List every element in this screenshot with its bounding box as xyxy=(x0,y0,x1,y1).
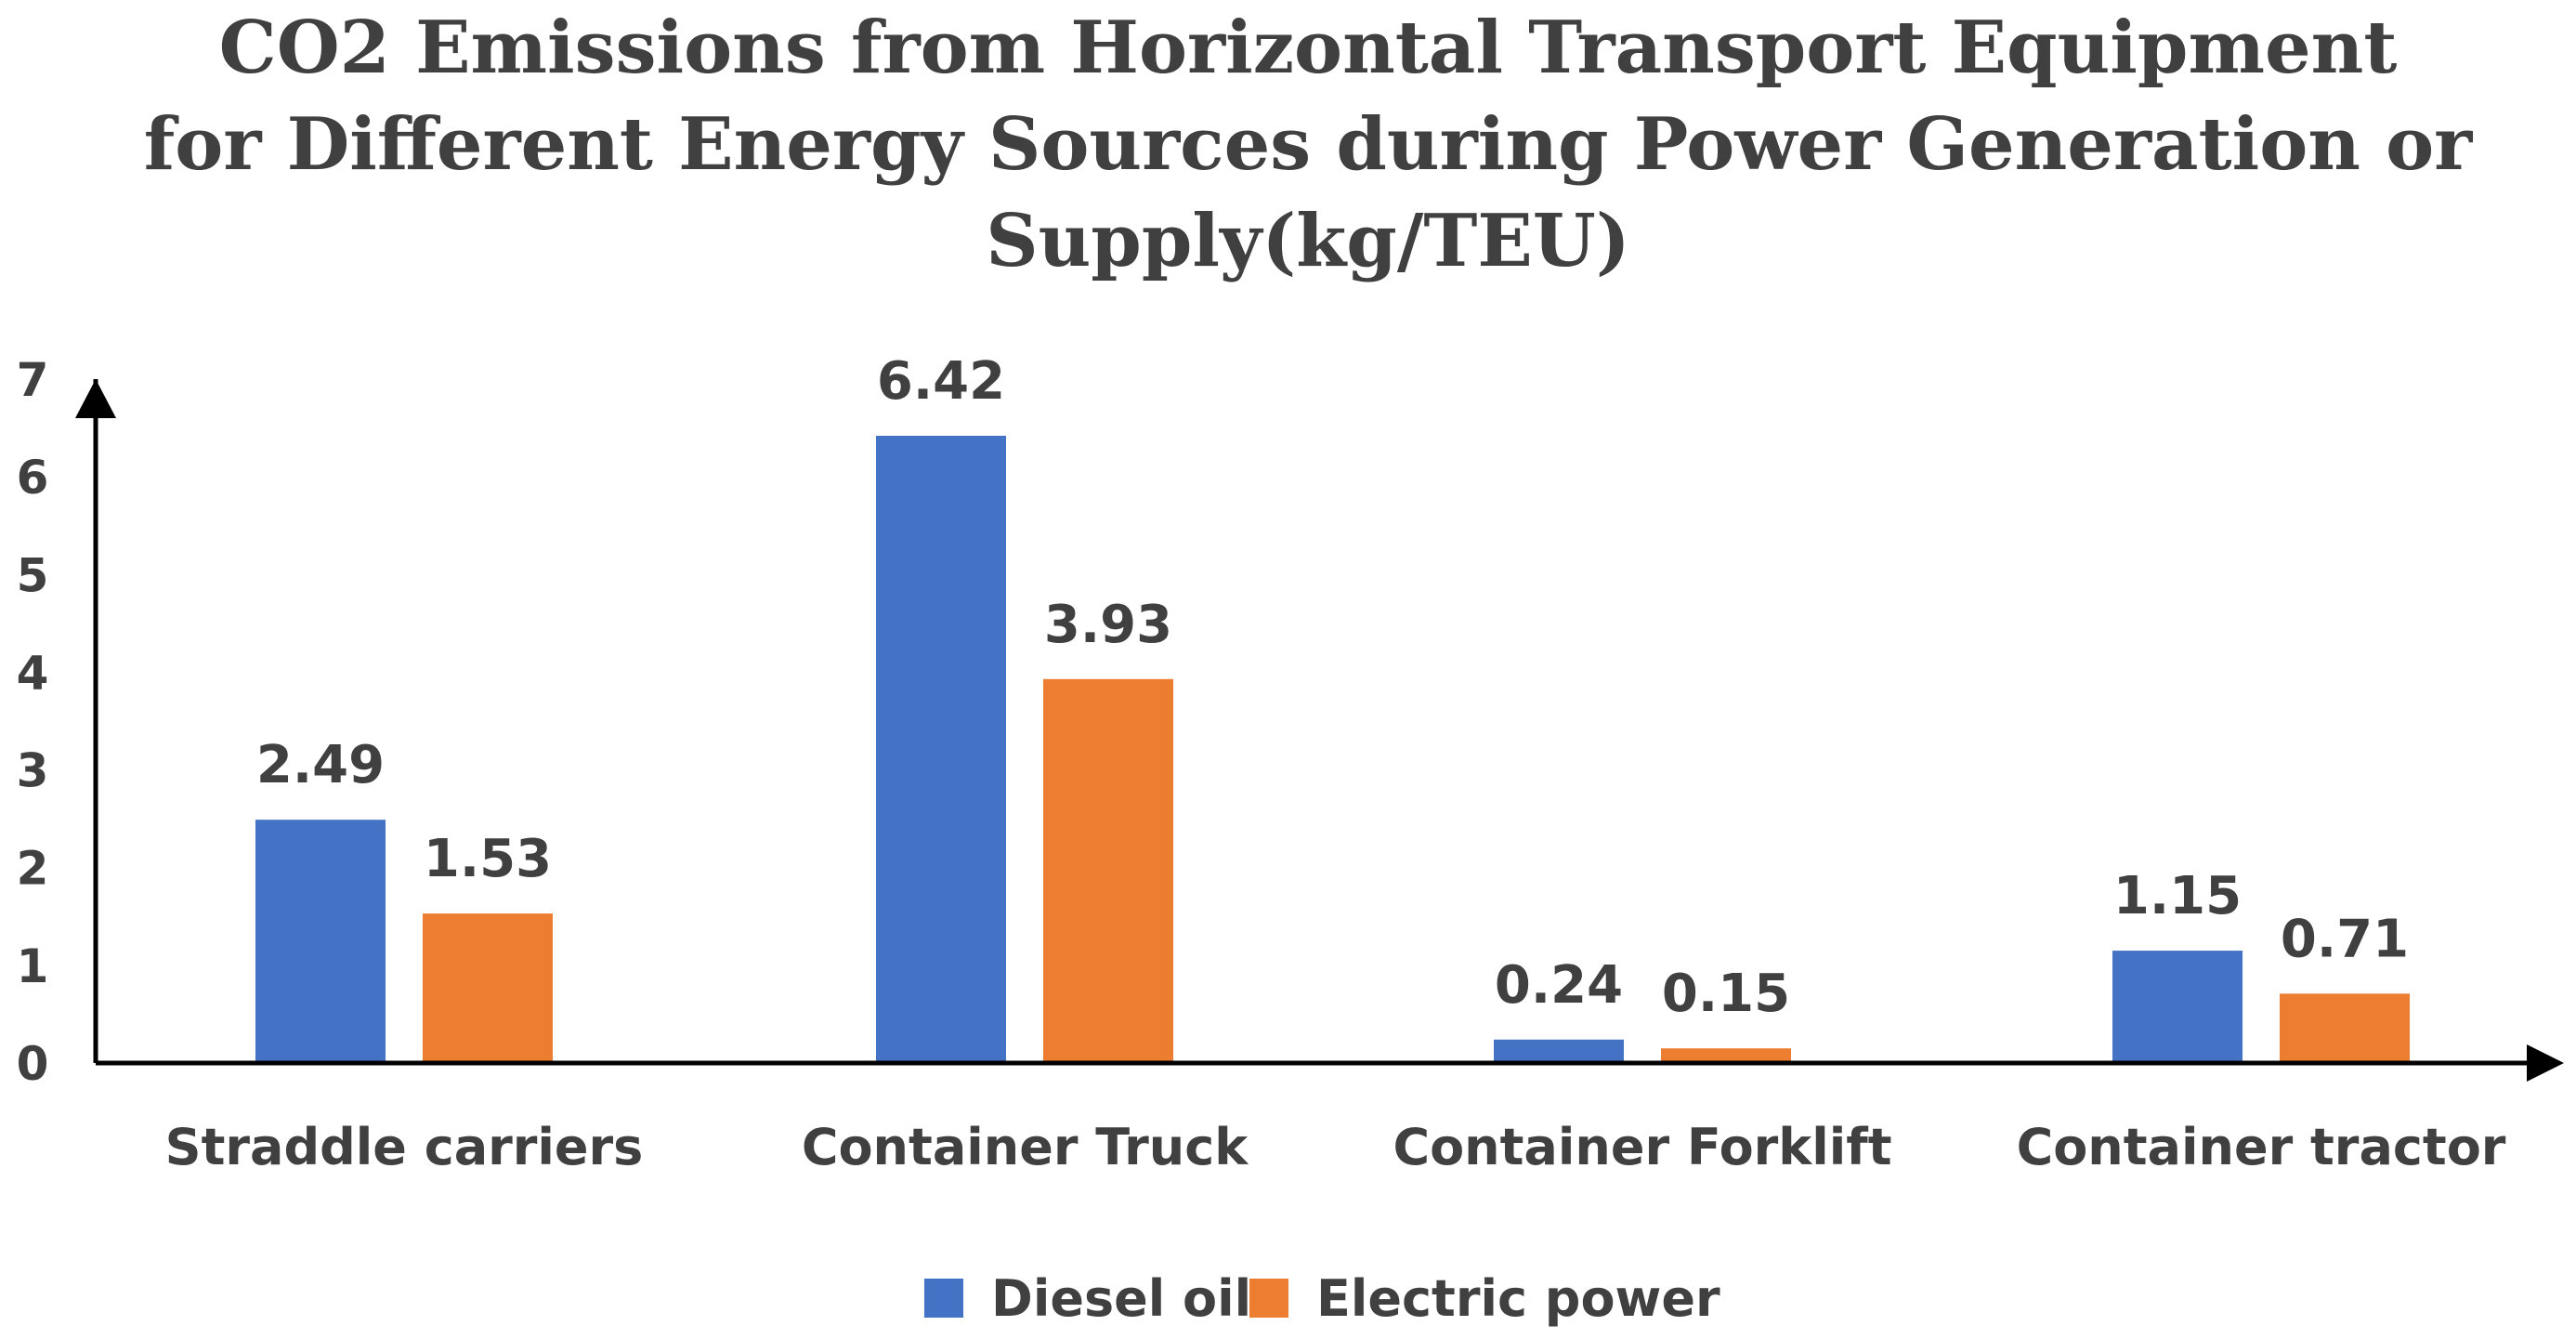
bar-diesel xyxy=(876,435,1006,1063)
y-tick-label: 4 xyxy=(17,646,49,700)
bar-diesel xyxy=(255,820,386,1063)
category-label: Straddle carriers xyxy=(165,1118,644,1176)
data-label: 0.24 xyxy=(1495,955,1623,1016)
y-tick-label: 5 xyxy=(17,548,49,602)
legend-swatch xyxy=(924,1279,963,1318)
y-tick-label: 1 xyxy=(17,939,49,993)
y-axis-arrow-icon xyxy=(75,379,116,418)
data-label: 6.42 xyxy=(877,351,1005,412)
legend-label: Electric power xyxy=(1316,1269,1720,1328)
bar-diesel xyxy=(1494,1039,1624,1063)
axes xyxy=(75,379,2564,1082)
legend: Diesel oil Electric power xyxy=(924,1269,1720,1328)
bar-electric xyxy=(423,913,553,1063)
bar-electric xyxy=(1661,1048,1791,1063)
data-label: 0.71 xyxy=(2281,909,2409,969)
legend-swatch xyxy=(1249,1279,1288,1318)
x-axis-arrow-icon xyxy=(2527,1044,2564,1082)
data-label: 1.53 xyxy=(424,829,552,889)
chart-title-line-2: for Different Energy Sources during Powe… xyxy=(144,102,2473,187)
y-tick-label: 6 xyxy=(17,451,49,505)
y-axis-ticks: 0 1 2 3 4 5 6 7 xyxy=(17,353,49,1091)
x-axis-categories: Straddle carriers Container Truck Containe… xyxy=(165,1118,2506,1176)
y-tick-label: 0 xyxy=(17,1037,49,1091)
chart-title-line-3: Supply(kg/TEU) xyxy=(986,199,1629,283)
category-label: Container Forklift xyxy=(1393,1118,1891,1176)
y-tick-label: 7 xyxy=(17,353,49,407)
bars xyxy=(255,435,2410,1063)
bar-electric xyxy=(2280,993,2410,1063)
data-label: 0.15 xyxy=(1662,964,1790,1024)
y-tick-label: 2 xyxy=(17,842,49,896)
chart-title-line-1: CO2 Emissions from Horizontal Transport … xyxy=(219,6,2398,90)
data-label: 3.93 xyxy=(1044,595,1172,655)
y-tick-label: 3 xyxy=(17,744,49,798)
data-labels: 2.49 1.53 6.42 3.93 0.24 0.15 1.15 0.71 xyxy=(256,351,2409,1024)
data-label: 2.49 xyxy=(256,735,385,795)
category-label: Container tractor xyxy=(2017,1118,2506,1176)
data-label: 1.15 xyxy=(2113,866,2242,926)
chart-title: CO2 Emissions from Horizontal Transport … xyxy=(144,6,2473,283)
bar-electric xyxy=(1043,678,1173,1063)
bar-diesel xyxy=(2112,951,2243,1063)
category-label: Container Truck xyxy=(802,1118,1249,1176)
legend-label: Diesel oil xyxy=(991,1269,1251,1328)
